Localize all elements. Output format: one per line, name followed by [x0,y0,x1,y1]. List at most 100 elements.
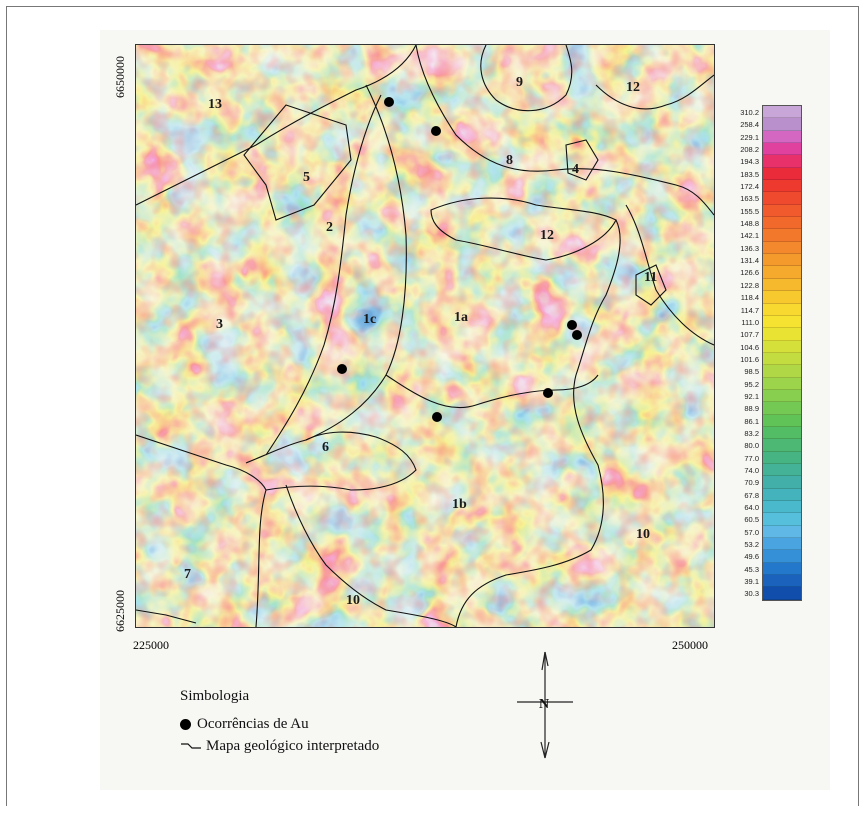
region-label-10a: 10 [636,527,650,542]
region-label-7: 7 [184,567,191,582]
colorbar-swatch [763,130,801,144]
colorbar-swatch [763,476,801,489]
y-label-bottom: 6625000 [113,590,127,632]
colorbar-swatch [763,513,801,526]
colorbar-label: 104.6 [740,342,759,352]
colorbar-label: 107.7 [740,330,759,340]
colorbar-label: 45.3 [744,564,759,574]
x-label-left: 225000 [133,638,169,652]
colorbar-swatch [763,180,801,193]
colorbar-labels: 310.2 258.4 229.1 208.2 194.3 183.5 172.4 163.5… [717,107,759,601]
north-arrow-icon: N [517,651,573,759]
colorbar-swatch [763,538,801,551]
colorbar-swatch [763,143,801,156]
gold-occurrence-dot [337,364,347,374]
colorbar-label: 310.2 [740,108,759,117]
figure-frame [6,6,859,806]
colorbar-swatch [763,402,801,415]
region-label-1b: 1b [452,497,467,512]
colorbar-swatch [763,266,801,279]
anomaly-raster-overlay [136,45,714,627]
colorbar-label: 30.3 [744,589,759,599]
geophysical-map: 13 9 12 8 5 4 2 12 11 3 1c 1a 6 1b 10 7 … [135,44,715,628]
colorbar-label: 114.7 [740,305,759,315]
gold-occurrence-dot [432,412,442,422]
region-label-5: 5 [303,170,310,185]
colorbar-label: 131.4 [740,256,759,266]
region-label-4: 4 [572,162,579,177]
legend: Simbologia Ocorrências de Au Mapa geológ… [180,688,379,757]
colorbar-swatch [763,291,801,304]
colorbar-swatch [763,451,801,464]
colorbar-label: 98.5 [744,367,759,377]
region-label-13: 13 [208,97,222,112]
colorbar [762,105,802,601]
colorbar-swatch [763,229,801,242]
colorbar-swatch [763,488,801,501]
colorbar-label: 67.8 [744,490,759,500]
region-label-8: 8 [506,153,513,168]
colorbar-swatch [763,587,801,600]
region-label-1a: 1a [454,310,468,325]
colorbar-label: 101.6 [740,354,759,364]
colorbar-swatch [763,389,801,403]
colorbar-label: 92.1 [744,391,759,401]
gold-occurrence-dot [567,320,577,330]
colorbar-label: 208.2 [740,145,759,155]
region-label-12b: 12 [540,228,554,243]
region-label-10b: 10 [346,593,360,608]
colorbar-label: 39.1 [744,577,759,587]
colorbar-swatch [763,217,801,230]
colorbar-swatch [763,315,801,329]
colorbar-label: 77.0 [744,453,759,463]
colorbar-label: 163.5 [740,194,759,204]
colorbar-label: 49.6 [744,552,759,562]
colorbar-label: 258.4 [740,120,759,130]
colorbar-swatch [763,525,801,539]
y-label-top: 6650000 [113,56,127,98]
legend-title: Simbologia [180,688,250,704]
colorbar-label: 64.0 [744,503,759,512]
colorbar-label: 118.4 [740,293,759,303]
colorbar-swatch [763,328,801,341]
colorbar-swatch [763,501,801,514]
colorbar-label: 60.5 [744,515,759,525]
colorbar-label: 126.6 [740,268,759,278]
colorbar-label: 53.2 [744,540,759,550]
x-label-right: 250000 [672,638,708,652]
region-label-11: 11 [644,270,658,285]
colorbar-swatch [763,278,801,292]
region-label-6: 6 [322,440,329,455]
colorbar-label: 136.3 [740,243,759,253]
colorbar-label: 148.8 [740,219,759,229]
colorbar-swatch [763,550,801,563]
region-label-1c: 1c [363,312,377,327]
colorbar-label: 88.9 [744,404,759,414]
gold-occurrence-dot [572,330,582,340]
colorbar-swatch [763,204,801,218]
geology-lines [136,45,714,627]
region-label-2: 2 [326,220,333,235]
colorbar-swatch [763,118,801,131]
colorbar-swatch [763,340,801,353]
region-label-12a: 12 [626,80,640,95]
colorbar-swatch [763,439,801,452]
legend-gold-label: Ocorrências de Au [197,715,309,732]
colorbar-swatch [763,377,801,390]
colorbar-label: 70.9 [744,478,759,488]
colorbar-swatch [763,352,801,366]
gold-occurrence-dot [543,388,553,398]
colorbar-label: 57.0 [744,527,759,537]
colorbar-swatch [763,192,801,205]
colorbar-label: 172.4 [740,182,759,192]
colorbar-swatch [763,463,801,477]
north-label: N [539,697,549,712]
colorbar-label: 86.1 [744,416,759,426]
colorbar-label: 142.1 [740,231,759,241]
colorbar-swatch [763,575,801,588]
legend-geology-label: Mapa geológico interpretado [206,737,380,754]
colorbar-label: 111.0 [741,317,759,327]
region-label-3: 3 [216,317,223,332]
colorbar-label: 229.1 [740,132,759,142]
colorbar-swatch [763,241,801,255]
